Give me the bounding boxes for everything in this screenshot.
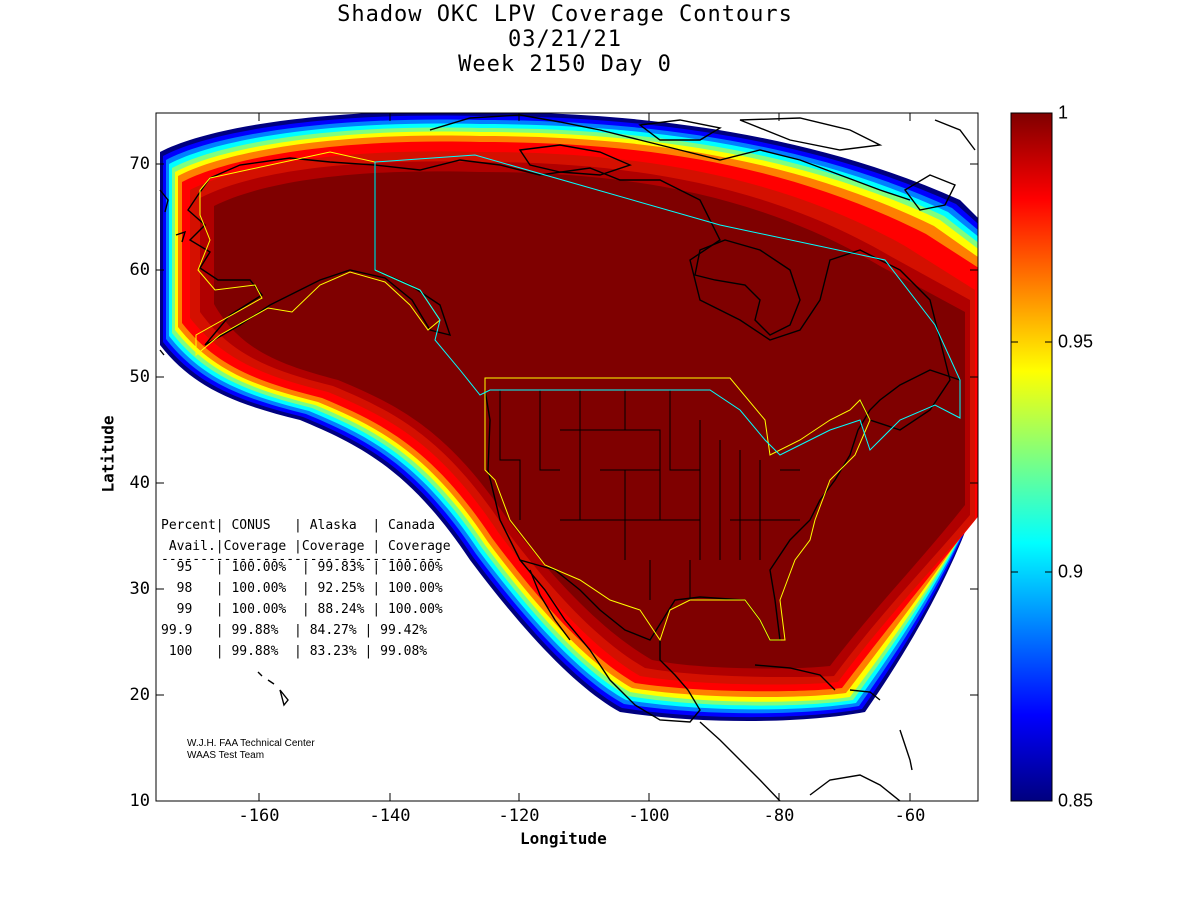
colorbar-tick-label: 0.95 bbox=[1058, 331, 1094, 352]
plot-date: 03/21/21 bbox=[508, 27, 622, 52]
plot-title: Shadow OKC LPV Coverage Contours bbox=[337, 2, 793, 27]
conus-boundary bbox=[484, 377, 871, 642]
y-axis-label: Latitude bbox=[98, 415, 118, 493]
coverage-table-row: 98 | 100.00% | 92.25% | 100.00% bbox=[161, 581, 443, 596]
x-tick-label: -160 bbox=[238, 806, 280, 826]
state-lines bbox=[499, 390, 800, 600]
credit-line: WAAS Test Team bbox=[187, 750, 265, 761]
credit-line: W.J.H. FAA Technical Center bbox=[187, 738, 315, 749]
x-tick-label: -80 bbox=[763, 806, 795, 826]
colorbar bbox=[1010, 112, 1053, 802]
coverage-table-row: 100 | 99.88% | 83.23% | 99.08% bbox=[161, 644, 428, 659]
x-axis-label: Longitude bbox=[520, 829, 607, 848]
x-tick-label: -120 bbox=[498, 806, 540, 826]
coverage-table-row: 95 | 100.00% | 99.83% | 100.00% bbox=[161, 560, 443, 575]
x-tick-label: -100 bbox=[628, 806, 670, 826]
y-tick-label: 20 bbox=[129, 685, 150, 705]
canada-arctic-coast bbox=[374, 159, 951, 431]
y-tick-label: 30 bbox=[129, 579, 150, 599]
hudson-bay bbox=[694, 239, 801, 336]
y-tick-label: 50 bbox=[129, 367, 150, 387]
canada-boundary bbox=[374, 154, 961, 456]
coverage-table-rule: ------------------------------------ bbox=[161, 552, 443, 567]
coverage-table-header: Percent| CONUS | Alaska | Canada bbox=[161, 518, 435, 533]
x-tick-label: -60 bbox=[894, 806, 926, 826]
mexico-coast bbox=[519, 559, 701, 723]
coverage-table-row: 99.9 | 99.88% | 84.27% | 99.42% bbox=[161, 623, 428, 638]
colorbar-tick-label: 0.85 bbox=[1058, 790, 1094, 811]
y-tick-label: 60 bbox=[129, 260, 150, 280]
coverage-table-row: 99 | 100.00% | 88.24% | 100.00% bbox=[161, 602, 443, 617]
x-tick-label: -140 bbox=[369, 806, 411, 826]
colorbar-tick-label: 1 bbox=[1058, 102, 1069, 123]
y-tick-label: 10 bbox=[129, 791, 150, 811]
plot-frame bbox=[155, 112, 979, 802]
plot-week-day: Week 2150 Day 0 bbox=[458, 52, 672, 77]
colorbar-tick-label: 0.9 bbox=[1058, 561, 1084, 582]
coverage-table-header: Avail.|Coverage |Coverage | Coverage bbox=[161, 539, 451, 554]
y-tick-label: 40 bbox=[129, 473, 150, 493]
y-tick-label: 70 bbox=[129, 154, 150, 174]
